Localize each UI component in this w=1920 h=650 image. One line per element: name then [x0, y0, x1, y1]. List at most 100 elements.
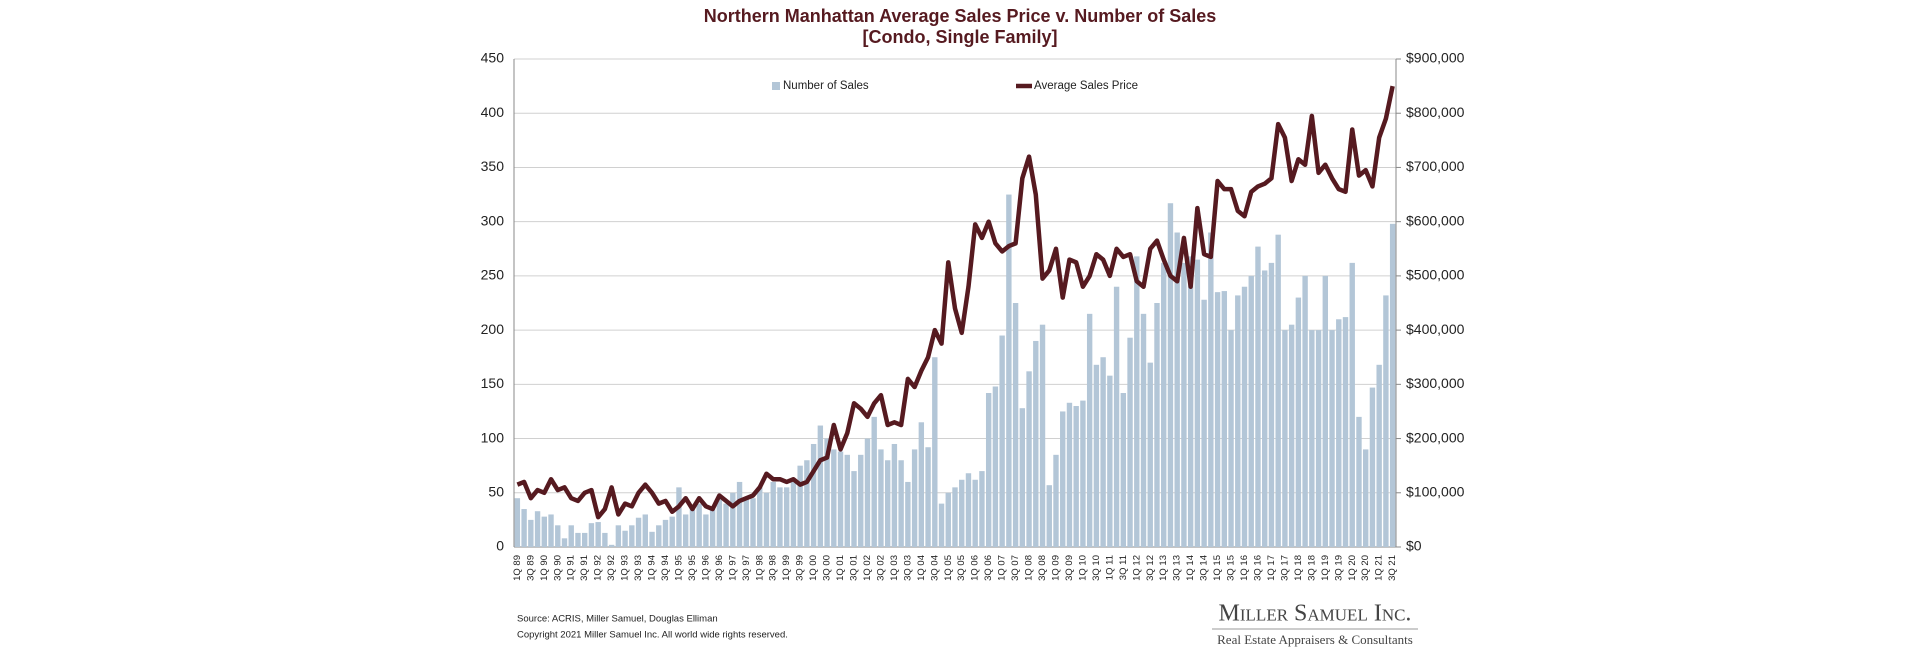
y2-tick-label: $0 [1406, 538, 1422, 554]
x-tick-label: 3Q 02 [875, 555, 886, 581]
bar [541, 516, 547, 547]
bar [521, 509, 527, 547]
x-tick-label: 1Q 92 [593, 555, 604, 581]
bar [1349, 262, 1355, 547]
bar [750, 498, 756, 547]
bar [656, 525, 662, 547]
bar [669, 516, 675, 547]
bar [682, 514, 689, 547]
bar [1060, 411, 1066, 547]
x-tick-label: 3Q 17 [1279, 555, 1290, 581]
x-tick-label: 1Q 21 [1374, 555, 1385, 581]
y2-tick-label: $400,000 [1406, 321, 1465, 337]
bar [1248, 275, 1254, 547]
bar [1039, 324, 1046, 547]
bar [1356, 416, 1362, 547]
bar [1100, 357, 1106, 547]
bar [1080, 400, 1086, 547]
x-tick-label: 1Q 02 [862, 555, 873, 581]
x-tick-label: 3Q 90 [552, 555, 563, 581]
bar [1154, 303, 1160, 547]
bar [689, 509, 696, 547]
y-tick-label: 150 [481, 375, 505, 391]
y2-tick-label: $800,000 [1406, 104, 1465, 120]
bar [797, 465, 803, 547]
bar [858, 454, 864, 547]
bar [696, 503, 702, 547]
bar [1329, 330, 1335, 547]
bar [561, 538, 568, 547]
bar [770, 481, 776, 547]
y2-tick-label: $100,000 [1406, 483, 1465, 499]
bar [972, 479, 978, 547]
bar [1201, 299, 1207, 547]
bar [1181, 262, 1187, 547]
bar [999, 335, 1005, 547]
chart-subtitle: [Condo, Single Family] [862, 27, 1057, 47]
bar [723, 503, 729, 547]
y2-tick-label: $300,000 [1406, 375, 1465, 391]
bar [555, 525, 561, 547]
bar [884, 460, 891, 547]
bar [615, 525, 622, 547]
x-tick-label: 3Q 96 [714, 555, 725, 581]
x-tick-label: 3Q 94 [660, 555, 671, 581]
bar [703, 514, 709, 547]
bar [891, 443, 898, 547]
bar [622, 530, 628, 547]
bar [1221, 291, 1228, 547]
x-tick-label: 3Q 99 [795, 555, 806, 581]
y-tick-label: 400 [481, 104, 505, 120]
bar [1288, 324, 1295, 547]
bar [716, 498, 723, 547]
bar [804, 460, 810, 547]
bar [757, 487, 763, 547]
x-tick-label: 3Q 18 [1306, 555, 1317, 581]
bar [831, 449, 837, 547]
y-tick-label: 450 [481, 50, 505, 66]
bar [918, 422, 925, 547]
bar [864, 438, 871, 547]
bar [925, 447, 931, 547]
x-tick-label: 3Q 98 [768, 555, 779, 581]
x-tick-label: 3Q 20 [1360, 555, 1371, 581]
x-tick-label: 1Q 11 [1104, 555, 1115, 580]
x-tick-label: 1Q 00 [808, 555, 819, 581]
bar [1262, 270, 1268, 547]
bar [837, 451, 844, 547]
bar [629, 525, 635, 547]
bar [1255, 246, 1261, 547]
y2-tick-label: $600,000 [1406, 212, 1465, 228]
y2-tick-label: $700,000 [1406, 158, 1465, 174]
x-tick-label: 1Q 93 [620, 555, 631, 581]
bar [602, 532, 608, 547]
bar [952, 487, 958, 547]
x-tick-label: 1Q 04 [916, 555, 927, 581]
y-tick-label: 300 [481, 212, 505, 228]
bar [898, 460, 904, 547]
bar [871, 416, 877, 547]
x-tick-label: 1Q 06 [970, 555, 981, 581]
brand-name: Miller Samuel Inc. [1219, 601, 1412, 627]
x-tick-label: 1Q 96 [700, 555, 711, 581]
x-tick-label: 3Q 00 [822, 555, 833, 581]
x-tick-label: 3Q 89 [525, 555, 536, 581]
bar [736, 481, 743, 547]
y-tick-label: 100 [481, 429, 505, 445]
bar [1342, 317, 1349, 547]
bar [1187, 256, 1194, 547]
bar [1363, 449, 1369, 547]
x-tick-label: 1Q 17 [1266, 555, 1277, 581]
bar [676, 487, 682, 547]
bar [1302, 275, 1308, 547]
bar [1147, 362, 1153, 547]
bar [1073, 406, 1079, 547]
copyright-note: Copyright 2021 Miller Samuel Inc. All wo… [517, 630, 788, 641]
bar [777, 487, 783, 547]
x-tick-label: 3Q 07 [1010, 555, 1021, 581]
bar [1295, 297, 1302, 547]
line [516, 85, 1395, 520]
bar [783, 487, 790, 547]
x-tick-label: 3Q 12 [1145, 555, 1156, 581]
